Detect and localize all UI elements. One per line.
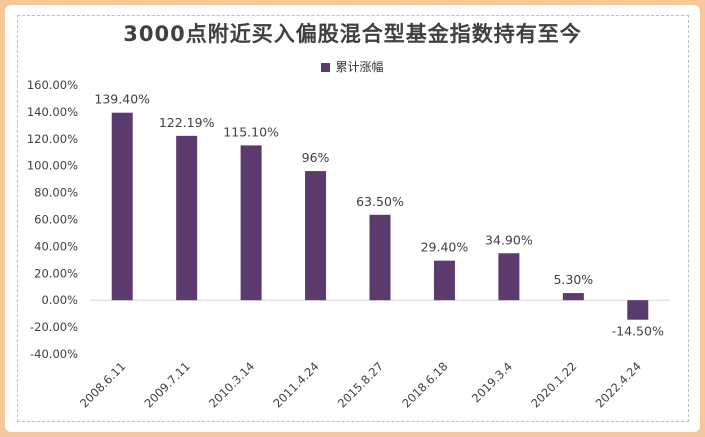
bar [498, 253, 520, 301]
data-label: -14.50% [612, 324, 664, 339]
data-label: 63.50% [356, 194, 404, 209]
bar [305, 171, 327, 301]
chart-title: 3000点附近买入偏股混合型基金指数持有至今 [123, 22, 582, 46]
data-label: 34.90% [485, 232, 533, 247]
chart-border [17, 15, 689, 422]
x-tick-label: 2008.6.11 [77, 359, 128, 410]
x-tick-label: 2010.3.14 [206, 359, 257, 410]
x-tick-label: 2020.1.22 [528, 359, 579, 410]
y-tick-label: 100.00% [27, 159, 78, 173]
bar [562, 293, 584, 301]
y-tick-label: 60.00% [34, 213, 78, 227]
x-tick-label: 2015.8.27 [335, 359, 386, 410]
y-tick-label: 120.00% [27, 132, 78, 146]
bar [433, 260, 455, 301]
y-tick-label: 160.00% [27, 78, 78, 92]
y-tick-label: -20.00% [30, 320, 78, 334]
y-tick-label: 0.00% [41, 293, 78, 307]
bar [240, 145, 262, 301]
x-tick-label: 2018.6.18 [399, 359, 450, 410]
bar [627, 300, 649, 320]
chart-legend: 累计涨幅 [0, 58, 705, 75]
data-label: 29.40% [421, 240, 469, 255]
data-label: 122.19% [159, 115, 215, 130]
x-tick-label: 2009.7.11 [142, 359, 193, 410]
legend-label: 累计涨幅 [335, 60, 384, 74]
legend-swatch [321, 63, 331, 72]
data-label: 96% [302, 150, 330, 165]
bar [369, 214, 391, 301]
bar [111, 112, 133, 301]
bar [176, 135, 198, 301]
x-tick-label: 2019.3.4 [469, 359, 515, 405]
y-tick-label: -40.00% [30, 347, 78, 361]
y-tick-label: 40.00% [34, 239, 78, 253]
data-label: 139.40% [94, 92, 150, 107]
data-label: 5.30% [553, 272, 593, 287]
y-tick-label: 140.00% [27, 105, 78, 119]
y-tick-label: 80.00% [34, 186, 78, 200]
data-label: 115.10% [223, 124, 279, 139]
y-tick-label: 20.00% [34, 266, 78, 280]
x-tick-label: 2011.4.24 [270, 359, 321, 410]
x-tick-label: 2022.4.24 [593, 359, 644, 410]
